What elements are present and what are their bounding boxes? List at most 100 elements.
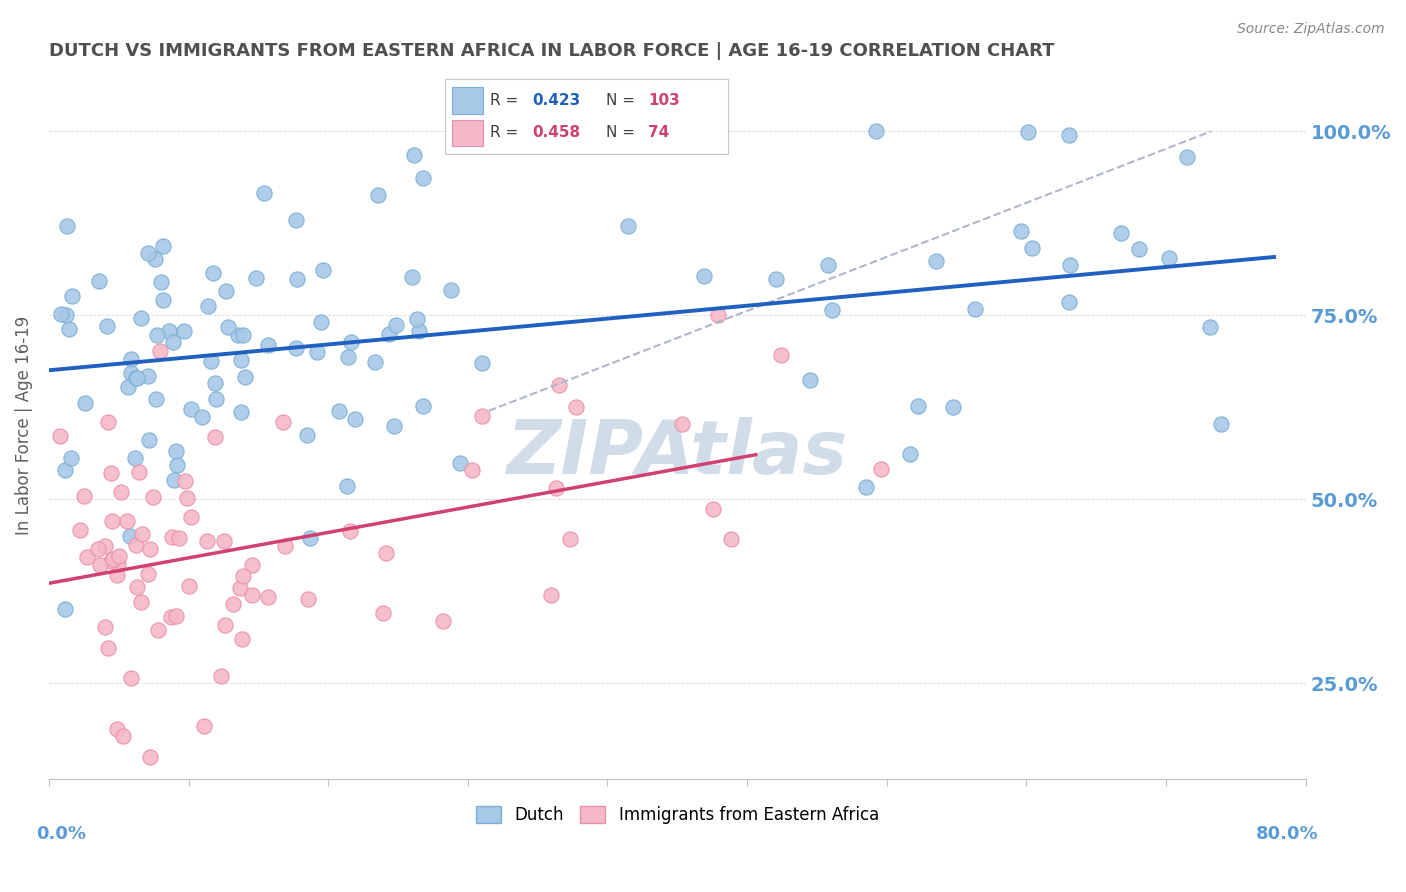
- Point: [328, 403, 350, 417]
- Point: [1211, 417, 1233, 432]
- Point: [93, 539, 115, 553]
- Point: [907, 400, 929, 414]
- Point: [284, 213, 307, 227]
- Point: [120, 671, 142, 685]
- Point: [120, 366, 142, 380]
- Point: [271, 416, 294, 430]
- Point: [112, 729, 135, 743]
- Point: [120, 351, 142, 366]
- Point: [702, 502, 724, 516]
- Point: [432, 614, 454, 628]
- Point: [167, 531, 190, 545]
- Point: [149, 343, 172, 358]
- Text: DUTCH VS IMMIGRANTS FROM EASTERN AFRICA IN LABOR FORCE | AGE 16-19 CORRELATION C: DUTCH VS IMMIGRANTS FROM EASTERN AFRICA …: [49, 42, 1054, 60]
- Point: [214, 617, 236, 632]
- Point: [209, 668, 232, 682]
- Point: [197, 299, 219, 313]
- Point: [869, 462, 891, 476]
- Point: [124, 451, 146, 466]
- Point: [110, 484, 132, 499]
- Point: [73, 489, 96, 503]
- Point: [232, 568, 254, 582]
- Point: [139, 749, 162, 764]
- Point: [1017, 125, 1039, 139]
- Point: [295, 427, 318, 442]
- Point: [152, 239, 174, 253]
- Point: [297, 592, 319, 607]
- Point: [692, 268, 714, 283]
- Point: [707, 308, 730, 322]
- Point: [540, 588, 562, 602]
- Point: [131, 311, 153, 326]
- Point: [53, 602, 76, 616]
- Point: [173, 324, 195, 338]
- Point: [617, 219, 640, 233]
- Point: [965, 302, 987, 317]
- Point: [149, 276, 172, 290]
- Point: [101, 514, 124, 528]
- Point: [865, 124, 887, 138]
- Point: [59, 451, 82, 466]
- Point: [229, 352, 252, 367]
- Point: [1199, 320, 1222, 334]
- Point: [440, 283, 463, 297]
- Point: [166, 458, 188, 472]
- Point: [1175, 150, 1198, 164]
- Point: [96, 318, 118, 333]
- Point: [89, 558, 111, 573]
- Point: [1057, 294, 1080, 309]
- Point: [131, 526, 153, 541]
- Point: [204, 376, 226, 390]
- Point: [215, 284, 238, 298]
- Point: [200, 354, 222, 368]
- Point: [240, 558, 263, 573]
- Point: [87, 541, 110, 556]
- Point: [53, 462, 76, 476]
- Point: [100, 554, 122, 568]
- Point: [285, 272, 308, 286]
- Point: [136, 369, 159, 384]
- Point: [69, 524, 91, 538]
- Point: [165, 444, 187, 458]
- Point: [229, 581, 252, 595]
- Text: 0.0%: 0.0%: [37, 824, 86, 843]
- Point: [412, 170, 434, 185]
- Point: [311, 315, 333, 329]
- Point: [138, 246, 160, 260]
- Point: [160, 530, 183, 544]
- Text: 80.0%: 80.0%: [1256, 824, 1317, 843]
- Point: [560, 532, 582, 546]
- Point: [202, 266, 225, 280]
- Point: [58, 322, 80, 336]
- Point: [855, 480, 877, 494]
- Point: [176, 491, 198, 506]
- Text: Source: ZipAtlas.com: Source: ZipAtlas.com: [1237, 22, 1385, 37]
- Point: [100, 467, 122, 481]
- Point: [204, 430, 226, 444]
- Point: [76, 550, 98, 565]
- Point: [240, 589, 263, 603]
- Point: [49, 307, 72, 321]
- Point: [190, 410, 212, 425]
- Point: [404, 148, 426, 162]
- Point: [384, 318, 406, 332]
- Point: [60, 289, 83, 303]
- Point: [75, 396, 97, 410]
- Point: [180, 401, 202, 416]
- Point: [129, 595, 152, 609]
- Point: [765, 272, 787, 286]
- Point: [229, 404, 252, 418]
- Point: [274, 540, 297, 554]
- Point: [374, 546, 396, 560]
- Point: [118, 529, 141, 543]
- Point: [157, 324, 180, 338]
- Point: [136, 567, 159, 582]
- Point: [364, 355, 387, 369]
- Point: [546, 481, 568, 495]
- Point: [145, 328, 167, 343]
- Point: [204, 392, 226, 407]
- Point: [942, 400, 965, 414]
- Point: [253, 186, 276, 201]
- Point: [87, 274, 110, 288]
- Point: [97, 415, 120, 429]
